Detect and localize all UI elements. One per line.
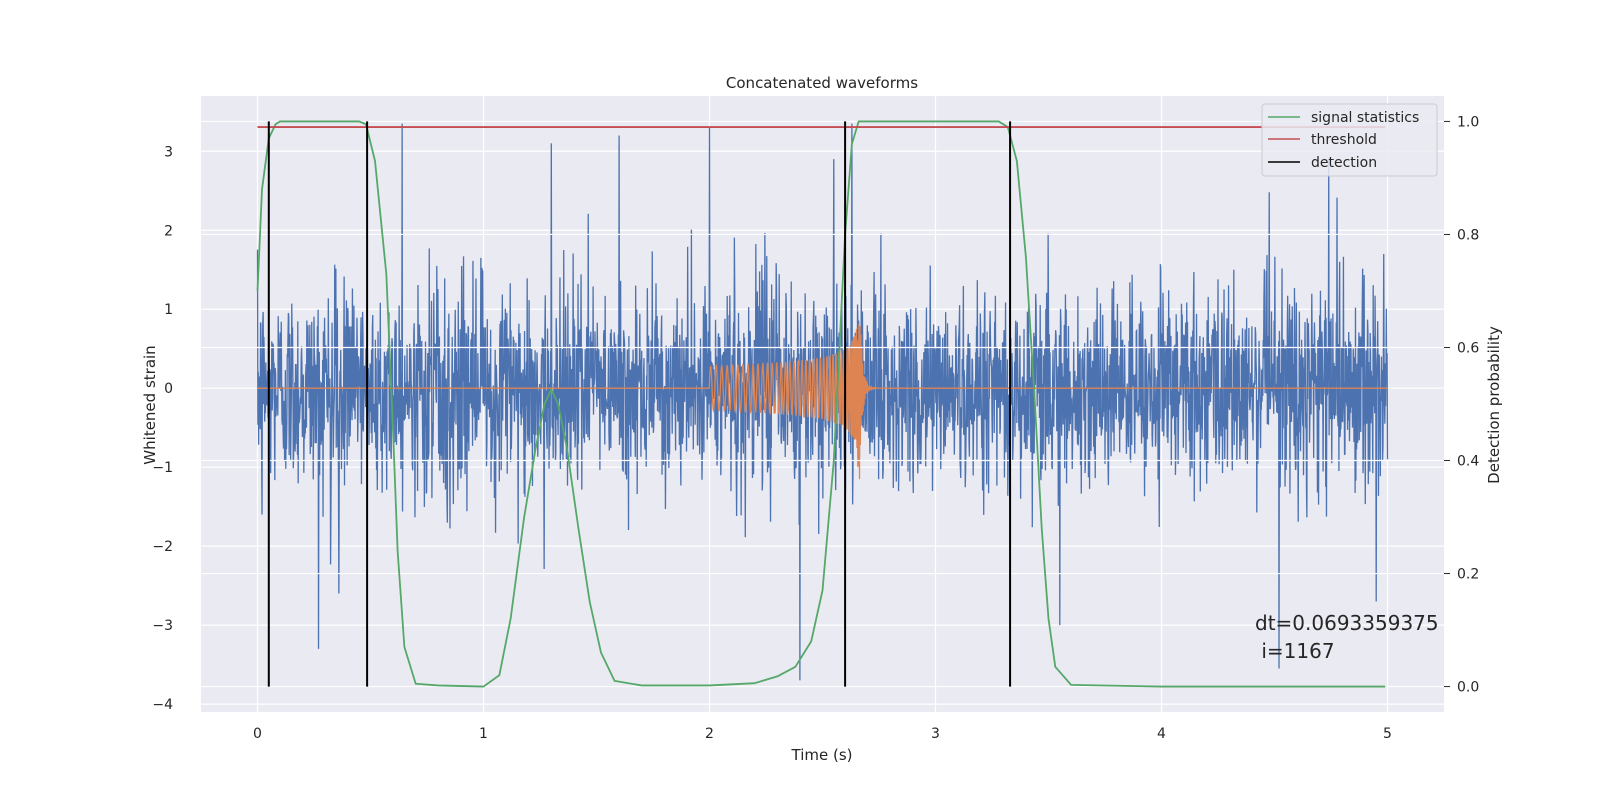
y-tick-label: 2 <box>164 223 173 239</box>
y-tick-label: −2 <box>152 539 173 555</box>
y2-tick-label: 0.2 <box>1457 567 1479 583</box>
x-tick-label: 1 <box>479 726 488 742</box>
y-tick-label: 1 <box>164 302 173 318</box>
series-layer <box>256 123 1389 681</box>
noise-series-line <box>256 123 1389 681</box>
y2-tick-label: 0.6 <box>1457 340 1479 356</box>
x-tick-label: 2 <box>705 726 714 742</box>
y2-axis-label: Detection probability <box>1485 326 1503 484</box>
y-axis-label: Whitened strain <box>141 345 159 464</box>
x-tick-label: 3 <box>931 726 940 742</box>
signal-statistics-line <box>256 120 1386 688</box>
y2-tick-label: 1.0 <box>1457 114 1479 130</box>
x-tick-label: 5 <box>1383 726 1392 742</box>
x-tick-label: 0 <box>253 726 262 742</box>
chart-title: Concatenated waveforms <box>726 74 918 92</box>
y-tick-label: −4 <box>152 697 173 713</box>
x-ticks: 0 1 2 3 4 5 <box>253 726 1392 742</box>
y2-tick-label: 0.0 <box>1457 680 1479 696</box>
y-tick-label: 0 <box>164 381 173 397</box>
legend-label-detection: detection <box>1311 155 1377 171</box>
x-tick-label: 4 <box>1157 726 1166 742</box>
legend-label-signal-statistics: signal statistics <box>1311 110 1419 126</box>
legend-label-threshold: threshold <box>1311 132 1377 148</box>
annotation-dt: dt=0.0693359375 <box>1255 611 1439 635</box>
y-tick-label: −1 <box>152 460 173 476</box>
y-tick-label: −3 <box>152 618 173 634</box>
right-series-layer <box>256 120 1386 688</box>
y-tick-label: 3 <box>164 144 173 160</box>
right-grid <box>201 120 1444 688</box>
annotation-index: i=1167 <box>1255 639 1335 663</box>
legend: signal statistics threshold detection <box>1261 103 1438 177</box>
y2-tick-label: 0.4 <box>1457 454 1479 470</box>
x-axis-label: Time (s) <box>791 746 853 764</box>
y2-ticks: 0.0 0.2 0.4 0.6 0.8 1.0 <box>1444 114 1479 696</box>
y2-tick-label: 0.8 <box>1457 227 1479 243</box>
legend-box <box>1261 103 1438 177</box>
y-ticks: −4 −3 −2 −1 0 1 2 3 <box>152 144 173 713</box>
chirp-series-line <box>257 323 1388 480</box>
